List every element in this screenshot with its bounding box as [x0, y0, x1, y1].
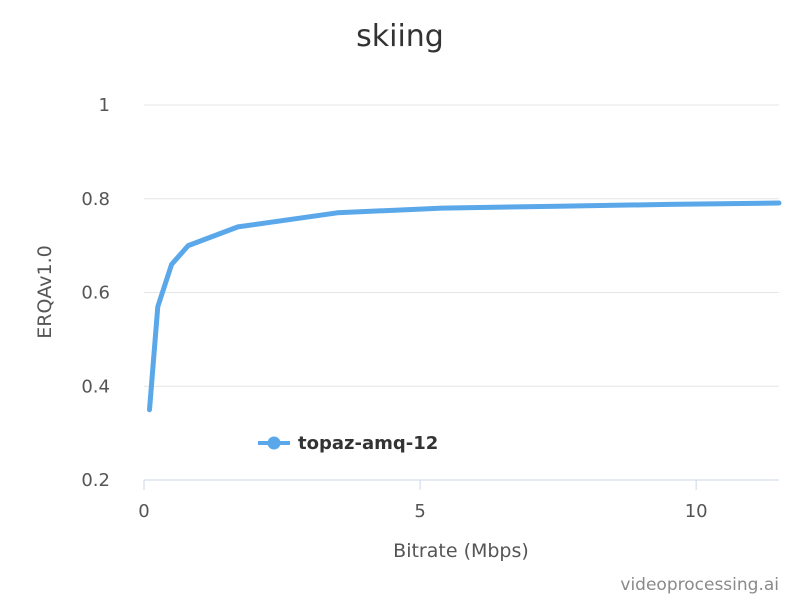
x-axis-label: Bitrate (Mbps) — [393, 540, 529, 562]
credit-text[interactable]: videoprocessing.ai — [620, 575, 779, 595]
y-tick-label: 0.4 — [81, 376, 110, 397]
y-tick-label: 1 — [99, 95, 110, 116]
legend-dot-marker — [267, 436, 281, 450]
legend[interactable]: topaz-amq-12 — [258, 433, 438, 454]
x-axis-ticks: 0 5 10 — [138, 480, 708, 522]
y-tick-label: 0.6 — [81, 283, 110, 304]
y-axis-label: ERQAv1.0 — [34, 245, 56, 339]
series-lines — [147, 200, 782, 413]
legend-label: topaz-amq-12 — [298, 433, 438, 454]
x-tick-label: 10 — [685, 501, 708, 522]
x-tick-label: 0 — [138, 501, 149, 522]
series-line-0[interactable] — [147, 200, 782, 413]
y-axis-ticks: 0.2 0.4 0.6 0.8 1 — [81, 95, 110, 491]
y-tick-label: 0.2 — [81, 470, 110, 491]
x-tick-label: 5 — [414, 501, 425, 522]
grid — [144, 104, 779, 481]
y-tick-label: 0.8 — [81, 189, 110, 210]
chart-title: skiing — [356, 19, 444, 54]
